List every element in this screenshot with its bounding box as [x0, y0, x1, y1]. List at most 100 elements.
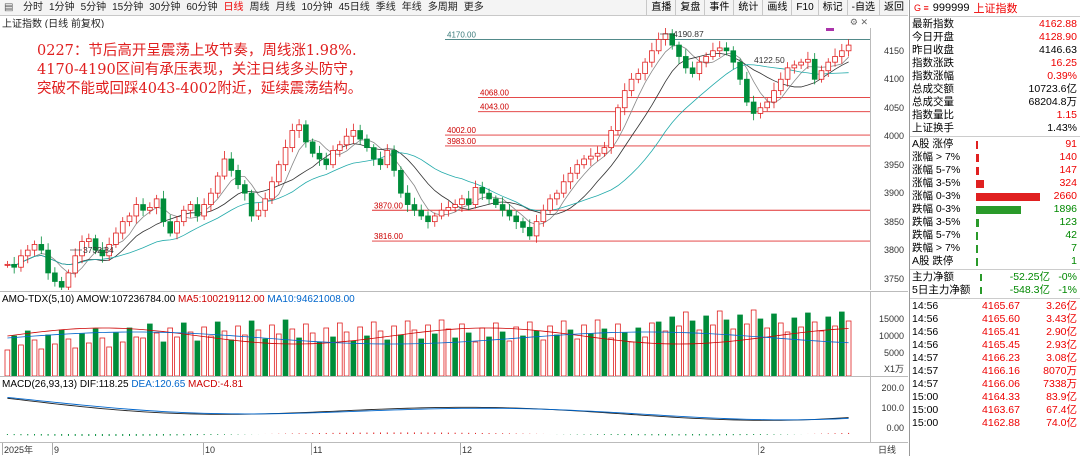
macd-bar [196, 434, 198, 436]
volume-bar [825, 316, 832, 377]
breadth-row: 跌幅 5-7% 42 [910, 229, 1080, 242]
tick-time: 14:57 [912, 352, 939, 364]
candle [296, 124, 302, 131]
volume-bar [425, 324, 431, 377]
period-tab[interactable]: 5分钟 [80, 1, 107, 13]
candle [642, 61, 648, 74]
volume-bar [303, 323, 309, 377]
toolbar-button[interactable]: 事件 [704, 0, 733, 16]
macd-axis: 200.0 100.0 0.00 [870, 377, 908, 442]
tick-price: 4166.16 [982, 365, 1020, 377]
volume-bar [309, 332, 316, 377]
toolbar-button[interactable]: -自选 [846, 0, 879, 16]
volume-bar [445, 328, 452, 377]
macd-bar [685, 434, 687, 436]
toolbar-button[interactable]: 直播 [646, 0, 675, 16]
macd-bar [678, 434, 680, 436]
volume-bar [398, 334, 404, 377]
settings-icon[interactable]: ⚙ ✕ [849, 17, 868, 27]
stat-row: 指数涨跌 16.25 [910, 57, 1080, 70]
toolbar-button[interactable]: 返回 [879, 0, 908, 16]
candle [228, 158, 235, 171]
candle [513, 215, 519, 223]
volume-bar [703, 315, 709, 377]
period-tab[interactable]: 更多 [463, 1, 484, 13]
tick-row: 14:56 4165.67 3.26亿 [910, 300, 1080, 313]
tick-amount: 3.26亿 [1046, 300, 1077, 312]
period-tab[interactable]: 多周期 [427, 1, 458, 13]
period-tab[interactable]: 日线 [223, 1, 244, 13]
level-label: 4068.00 [480, 88, 509, 97]
candle [445, 207, 452, 211]
candle [262, 198, 268, 211]
period-tab[interactable]: 分时 [23, 1, 43, 13]
axis-unit: X1万 [883, 364, 904, 374]
breadth-row: 跌幅 0-3% 1896 [910, 203, 1080, 216]
macd-bar [6, 434, 8, 436]
volume-bar [187, 331, 194, 377]
price-chart-area[interactable]: 4170.00 4068.00 4043.00 4002.00 3983.00 3870.… [0, 28, 870, 294]
period-tab[interactable]: 周线 [249, 1, 270, 13]
volume-bar [431, 333, 438, 377]
volume-chart-area[interactable] [0, 306, 870, 377]
period-tab[interactable]: 15分钟 [112, 1, 144, 13]
list-icon[interactable]: ▤ [4, 1, 14, 13]
period-tab[interactable]: 60分钟 [186, 1, 218, 13]
g-icon[interactable]: G ≡ [914, 3, 929, 13]
period-tab[interactable]: 季线 [375, 1, 396, 13]
toolbar-button[interactable]: F10 [791, 0, 817, 16]
toolbar-button[interactable]: 标记 [817, 0, 847, 16]
candle [554, 192, 560, 200]
breadth-row: A股 跌停 1 [910, 255, 1080, 268]
candle [255, 209, 262, 217]
macd-bar [142, 434, 144, 436]
volume-bar [567, 329, 574, 377]
tick-time: 14:56 [912, 313, 939, 325]
period-tab[interactable]: 月线 [275, 1, 296, 13]
toolbar-button[interactable]: 统计 [733, 0, 762, 16]
macd-bar [515, 433, 517, 434]
candle [126, 215, 133, 223]
candle [506, 209, 513, 217]
macd-bar [624, 434, 626, 436]
volume-bar [153, 332, 160, 377]
level-label: 3983.00 [447, 137, 476, 146]
flow-bar [980, 274, 982, 281]
tick-row: 15:00 4162.88 74.0亿 [910, 417, 1080, 430]
macd-bar [441, 432, 443, 434]
breadth-row: 涨幅 > 7% 140 [910, 151, 1080, 164]
period-tab[interactable]: 1分钟 [49, 1, 75, 13]
axis-tick-label: 10000 [878, 331, 904, 341]
price-axis: 4150 4100 4050 4000 3950 3900 3850 3800 3750 [870, 28, 908, 290]
candle [242, 184, 248, 194]
toolbar-button[interactable]: 画线 [762, 0, 791, 16]
volume-bar [581, 324, 587, 377]
volume-bar [38, 348, 45, 377]
period-tab[interactable]: 年线 [401, 1, 422, 13]
volume-bar [635, 327, 642, 377]
macd-bar [162, 434, 164, 436]
macd-chart-area[interactable] [0, 390, 870, 442]
toolbar-button[interactable]: 复盘 [675, 0, 704, 16]
macd-bar [732, 434, 734, 436]
volume-bar [65, 338, 72, 377]
volume-bar [106, 346, 112, 377]
stat-row: 总成交量 68204.8万 [910, 96, 1080, 109]
volume-chart [4, 309, 852, 377]
candle [737, 61, 743, 80]
volume-bar [4, 349, 11, 377]
volume-bar [248, 320, 255, 377]
period-tab[interactable]: 45日线 [338, 1, 370, 13]
period-tab[interactable]: 10分钟 [301, 1, 333, 13]
candle [79, 241, 85, 257]
macd-bar [305, 433, 307, 434]
macd-bar [481, 432, 483, 434]
period-label[interactable]: 日线 [878, 445, 897, 455]
period-tab[interactable]: 30分钟 [149, 1, 181, 13]
candle [581, 158, 587, 166]
stat-label: 总成交额 [912, 83, 954, 95]
breadth-value: 42 [1065, 229, 1077, 241]
tick-row: 14:57 4166.06 7338万 [910, 378, 1080, 391]
macd-bar [502, 433, 504, 434]
stat-row: 上证换手 1.43% [910, 122, 1080, 135]
